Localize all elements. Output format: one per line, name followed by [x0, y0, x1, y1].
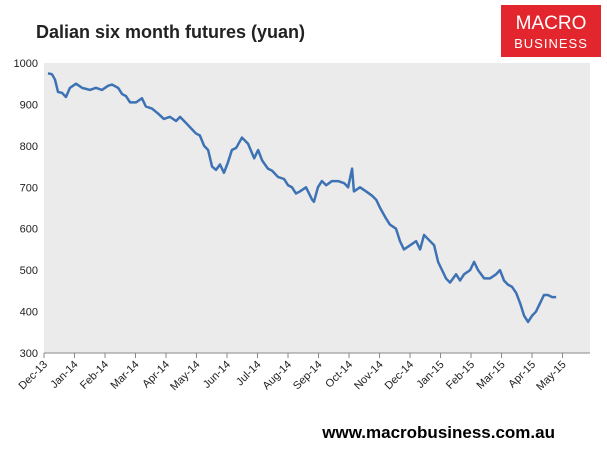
- series-line: [47, 72, 557, 324]
- x-tick-label: Feb-15: [444, 359, 477, 392]
- y-tick-label: 500: [20, 265, 38, 277]
- x-tick-label: Aug-14: [261, 359, 295, 393]
- x-tick-label: May-15: [534, 359, 568, 393]
- y-tick-label: 400: [20, 307, 38, 319]
- y-tick-label: 700: [20, 182, 38, 194]
- x-tick-label: Apr-15: [506, 359, 538, 391]
- chart-title: Dalian six month futures (yuan): [36, 22, 305, 42]
- footer: www.macrobusiness.com.au: [321, 423, 555, 442]
- x-tick-label: Oct-14: [323, 359, 355, 391]
- x-tick-label: Nov-14: [352, 359, 386, 393]
- y-tick-label: 800: [20, 141, 38, 153]
- plot-area: [44, 63, 590, 353]
- x-tick-label: Dec-13: [17, 359, 51, 393]
- x-tick-label: May-14: [168, 359, 202, 393]
- x-tick-label: Sep-14: [291, 359, 325, 393]
- x-tick-label: Jul-14: [234, 359, 264, 389]
- y-tick-label: 600: [20, 224, 38, 236]
- logo-box: [501, 5, 601, 57]
- x-tick-label: Jan-15: [414, 359, 446, 391]
- y-tick-label: 300: [20, 348, 38, 360]
- x-tick-label: Apr-14: [140, 359, 172, 391]
- x-tick-label: Mar-15: [475, 359, 508, 392]
- x-tick-label: Dec-14: [383, 359, 417, 393]
- logo-text: BUSINESS: [514, 36, 588, 51]
- x-tick-label: Jan-14: [48, 359, 80, 391]
- y-tick-label: 900: [20, 99, 38, 111]
- x-tick-label: Mar-14: [109, 359, 142, 392]
- logo-text: MACRO: [516, 13, 587, 34]
- x-tick-label: Jun-14: [201, 359, 233, 391]
- y-tick-label: 1000: [14, 58, 38, 70]
- x-tick-label: Feb-14: [78, 359, 111, 392]
